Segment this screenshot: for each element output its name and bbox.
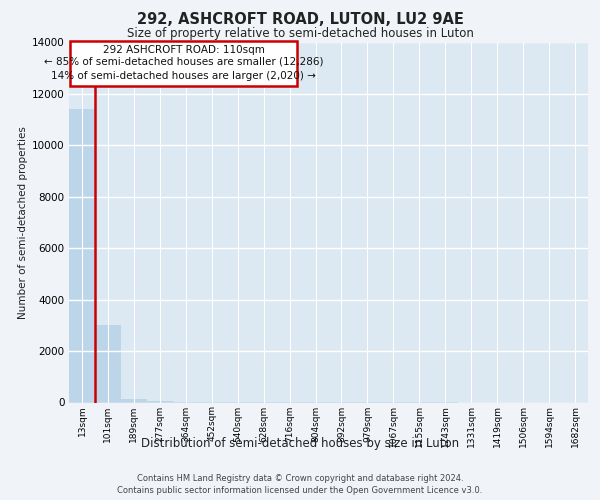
Text: Contains HM Land Registry data © Crown copyright and database right 2024.: Contains HM Land Registry data © Crown c… — [137, 474, 463, 483]
Bar — [121, 398, 147, 402]
Text: 292, ASHCROFT ROAD, LUTON, LU2 9AE: 292, ASHCROFT ROAD, LUTON, LU2 9AE — [137, 12, 463, 28]
Bar — [95, 326, 121, 402]
Text: Contains public sector information licensed under the Open Government Licence v3: Contains public sector information licen… — [118, 486, 482, 495]
Text: Size of property relative to semi-detached houses in Luton: Size of property relative to semi-detach… — [127, 28, 473, 40]
Text: Distribution of semi-detached houses by size in Luton: Distribution of semi-detached houses by … — [141, 438, 459, 450]
Text: ← 85% of semi-detached houses are smaller (12,286): ← 85% of semi-detached houses are smalle… — [44, 56, 323, 66]
Text: 14% of semi-detached houses are larger (2,020) →: 14% of semi-detached houses are larger (… — [52, 71, 316, 81]
Bar — [69, 110, 95, 403]
Text: 292 ASHCROFT ROAD: 110sqm: 292 ASHCROFT ROAD: 110sqm — [103, 45, 265, 55]
Y-axis label: Number of semi-detached properties: Number of semi-detached properties — [18, 126, 28, 319]
Bar — [147, 401, 173, 402]
FancyBboxPatch shape — [70, 41, 298, 86]
